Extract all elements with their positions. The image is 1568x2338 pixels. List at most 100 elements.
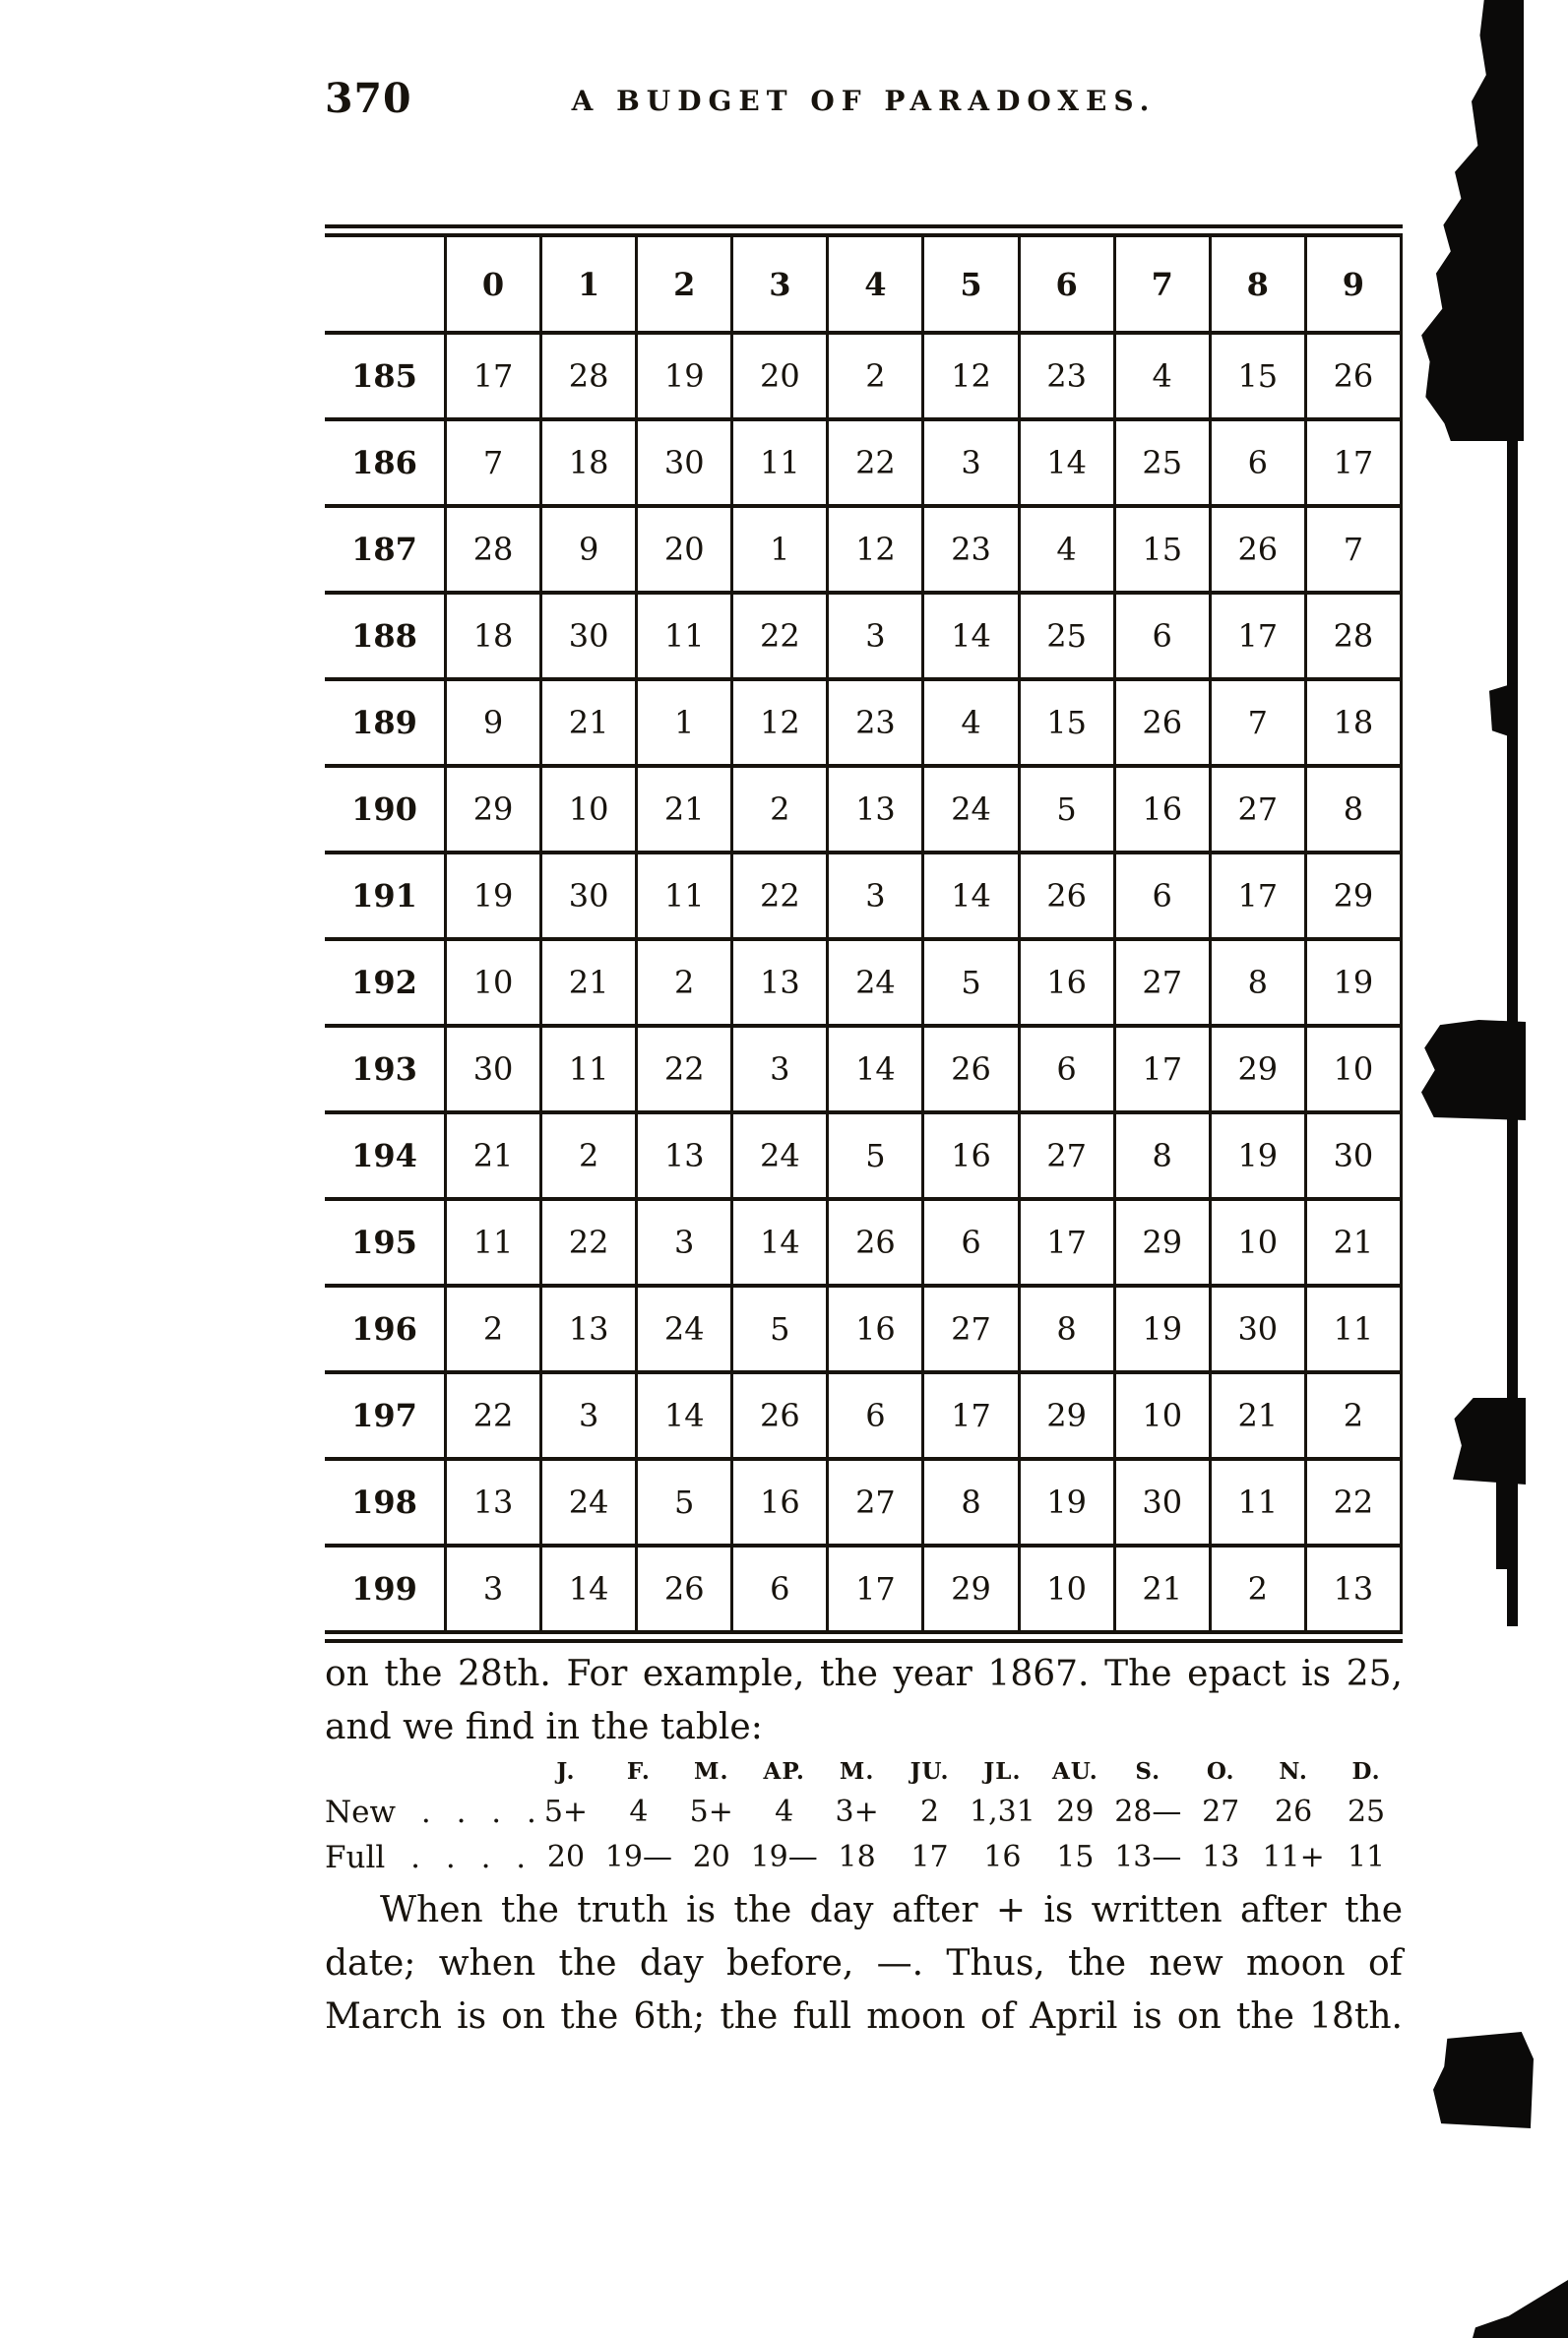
epact-cell: 29 — [445, 766, 543, 853]
epact-cell: 28 — [445, 506, 543, 593]
epact-cell: 17 — [1019, 1199, 1116, 1286]
moon-month-header: N. — [1279, 1758, 1308, 1785]
epact-cell: 1 — [731, 506, 830, 593]
epact-cell: 17 — [1305, 419, 1404, 506]
epact-cell: 18 — [445, 593, 543, 679]
epact-cell: 14 — [922, 853, 1021, 939]
epact-cell: 15 — [1019, 679, 1116, 766]
epact-row: 196 2 13 24 5 16 27 8 19 30 11 — [325, 1286, 1404, 1372]
epact-cell: 27 — [922, 1286, 1021, 1372]
epact-col-header: 9 — [1305, 237, 1404, 335]
epact-cell: 26 — [1019, 853, 1116, 939]
epact-cell: 30 — [1210, 1286, 1307, 1372]
epact-row-label: 196 — [325, 1286, 447, 1372]
epact-cell: 13 — [636, 1112, 734, 1199]
epact-cell: 13 — [540, 1286, 639, 1372]
epact-cell: 19 — [636, 333, 734, 419]
epact-cell: 23 — [1019, 333, 1116, 419]
epact-cell: 26 — [827, 1199, 925, 1286]
moon-value: 17 — [910, 1840, 949, 1874]
epact-cell: 26 — [636, 1546, 734, 1630]
epact-row: 194 21 2 13 24 5 16 27 8 19 30 — [325, 1112, 1404, 1199]
epact-row: 187 28 9 20 1 12 23 4 15 26 7 — [325, 506, 1404, 593]
moon-value: 11+ — [1262, 1840, 1325, 1874]
epact-cell: 16 — [1019, 939, 1116, 1026]
epact-cell: 2 — [731, 766, 830, 853]
epact-cell: 13 — [445, 1459, 543, 1546]
page-header: 370 A BUDGET OF PARADOXES. — [325, 75, 1403, 126]
moon-value: 2 — [919, 1795, 940, 1829]
epact-cell: 22 — [731, 853, 830, 939]
epact-cell: 9 — [445, 679, 543, 766]
epact-cell: 29 — [1305, 853, 1404, 939]
scan-artifact-edge-mark-1 — [1489, 682, 1518, 739]
epact-cell: 10 — [1019, 1546, 1116, 1630]
epact-cell: 1 — [636, 679, 734, 766]
epact-cell: 10 — [540, 766, 639, 853]
epact-cell: 8 — [1305, 766, 1404, 853]
epact-cell: 9 — [540, 506, 639, 593]
scan-artifact-corner — [1473, 2280, 1568, 2338]
epact-row: 188 18 30 11 22 3 14 25 6 17 28 — [325, 593, 1404, 679]
epact-col-header: 7 — [1114, 237, 1212, 335]
epact-cell: 12 — [922, 333, 1021, 419]
epact-cell: 11 — [636, 593, 734, 679]
moon-value: 20 — [692, 1840, 730, 1874]
epact-cell: 27 — [1114, 939, 1212, 1026]
epact-cell: 21 — [1114, 1546, 1212, 1630]
epact-row: 192 10 21 2 13 24 5 16 27 8 19 — [325, 939, 1404, 1026]
epact-cell: 14 — [636, 1372, 734, 1459]
scan-artifact-bottom-right — [1433, 2032, 1534, 2128]
moon-month-header: AP. — [763, 1758, 805, 1785]
epact-cell: 29 — [1114, 1199, 1212, 1286]
epact-row: 195 11 22 3 14 26 6 17 29 10 21 — [325, 1199, 1404, 1286]
moon-value: 5+ — [543, 1795, 589, 1829]
moon-value: 25 — [1347, 1795, 1386, 1829]
epact-cell: 3 — [445, 1546, 543, 1630]
epact-cell: 19 — [1210, 1112, 1307, 1199]
epact-row-label: 187 — [325, 506, 447, 593]
scan-artifact-top-right — [1421, 0, 1524, 441]
epact-cell: 28 — [1305, 593, 1404, 679]
epact-row: 190 29 10 21 2 13 24 5 16 27 8 — [325, 766, 1404, 853]
epact-cell: 2 — [1210, 1546, 1307, 1630]
epact-cell: 29 — [922, 1546, 1021, 1630]
epact-cell: 30 — [636, 419, 734, 506]
epact-cell: 12 — [731, 679, 830, 766]
epact-cell: 13 — [1305, 1546, 1404, 1630]
epact-cell: 30 — [540, 593, 639, 679]
epact-row: 199 3 14 26 6 17 29 10 21 2 13 — [325, 1546, 1404, 1630]
epact-cell: 17 — [1210, 593, 1307, 679]
epact-cell: 17 — [445, 333, 543, 419]
epact-col-header: 1 — [540, 237, 639, 335]
epact-cell: 6 — [1210, 419, 1307, 506]
epact-cell: 3 — [731, 1026, 830, 1112]
epact-row: 191 19 30 11 22 3 14 26 6 17 29 — [325, 853, 1404, 939]
epact-cell: 19 — [1114, 1286, 1212, 1372]
moon-value: 11 — [1347, 1840, 1386, 1874]
epact-cell: 22 — [731, 593, 830, 679]
epact-row-label: 188 — [325, 593, 447, 679]
epact-cell: 27 — [1210, 766, 1307, 853]
epact-cell: 24 — [731, 1112, 830, 1199]
epact-cell: 29 — [1210, 1026, 1307, 1112]
epact-cell: 23 — [922, 506, 1021, 593]
epact-cell: 11 — [731, 419, 830, 506]
epact-row-label: 197 — [325, 1372, 447, 1459]
epact-cell: 5 — [922, 939, 1021, 1026]
epact-cell: 26 — [731, 1372, 830, 1459]
paragraph-example: on the 28th. For example, the year 1867.… — [325, 1648, 1403, 1754]
epact-cell: 21 — [636, 766, 734, 853]
moon-value: 16 — [983, 1840, 1022, 1874]
epact-cell: 23 — [827, 679, 925, 766]
moon-month-header: JU. — [909, 1758, 950, 1785]
epact-cell: 27 — [827, 1459, 925, 1546]
epact-col-header: 5 — [922, 237, 1021, 335]
epact-cell: 16 — [827, 1286, 925, 1372]
epact-cell: 25 — [1114, 419, 1212, 506]
moon-value: 15 — [1056, 1840, 1095, 1874]
epact-col-header: 8 — [1210, 237, 1307, 335]
epact-cell: 7 — [1210, 679, 1307, 766]
